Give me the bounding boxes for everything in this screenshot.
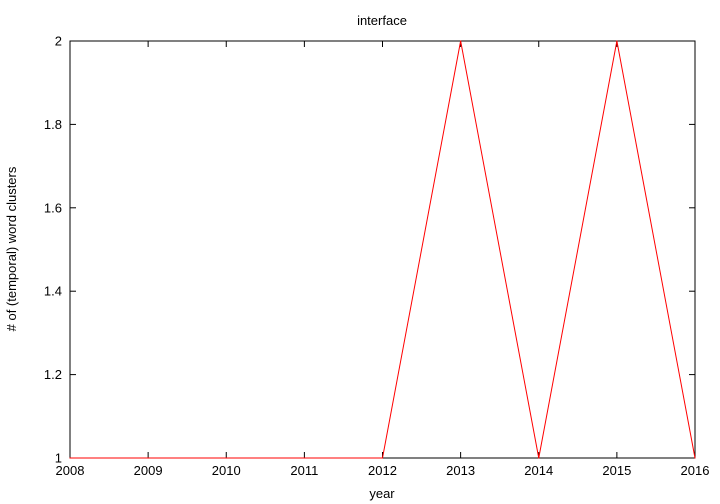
y-tick-label: 1.8 [44, 117, 62, 132]
x-axis-label: year [369, 486, 395, 501]
y-tick-label: 1 [55, 451, 62, 466]
data-point [694, 457, 696, 459]
data-point [225, 457, 227, 459]
x-tick-label: 2016 [681, 463, 710, 478]
data-point [616, 40, 618, 42]
x-tick-label: 2010 [212, 463, 241, 478]
x-tick-label: 2009 [134, 463, 163, 478]
y-tick-label: 1.2 [44, 367, 62, 382]
x-tick-label: 2013 [446, 463, 475, 478]
x-tick-label: 2012 [368, 463, 397, 478]
x-axis-ticks: 2008 2009 2010 2011 2012 2013 2014 2015 2016 [56, 41, 710, 478]
x-tick-label: 2011 [290, 463, 318, 478]
plot-area-frame [69, 40, 696, 459]
series-layer [69, 40, 696, 459]
data-point [381, 457, 384, 459]
chart-title: interface [357, 13, 407, 28]
x-tick-label: 2015 [602, 463, 631, 478]
data-point [538, 457, 540, 459]
y-tick-label: 2 [55, 34, 62, 49]
y-tick-label: 1.6 [44, 200, 62, 215]
data-point [303, 457, 305, 459]
x-tick-label: 2014 [524, 463, 553, 478]
y-axis-label: # of (temporal) word clusters [4, 166, 19, 331]
y-tick-label: 1.4 [44, 284, 62, 299]
series-line [70, 40, 696, 459]
data-point [460, 40, 462, 42]
x-tick-label: 2008 [56, 463, 85, 478]
data-point [147, 457, 149, 459]
y-axis-ticks: 1 1.2 1.4 1.6 1.8 2 [44, 34, 695, 466]
data-point [69, 457, 71, 459]
